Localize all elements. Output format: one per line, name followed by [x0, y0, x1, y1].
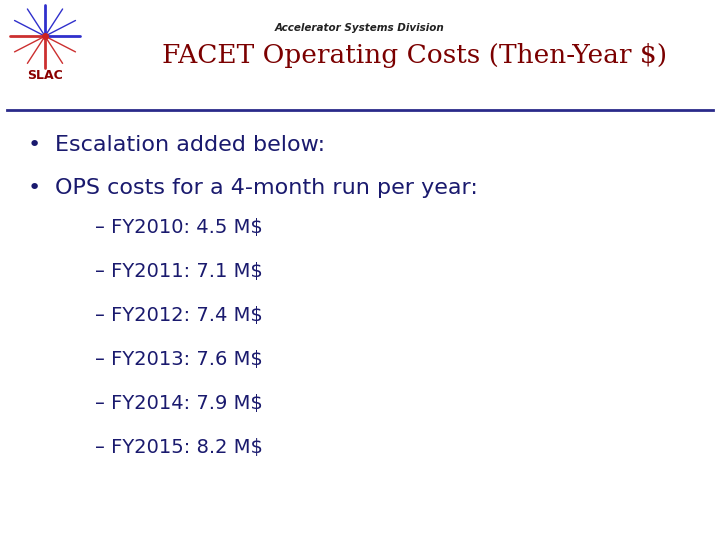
Text: •: •	[28, 178, 41, 198]
Text: – FY2013: 7.6 M$: – FY2013: 7.6 M$	[95, 350, 263, 369]
Text: OPS costs for a 4-month run per year:: OPS costs for a 4-month run per year:	[55, 178, 478, 198]
Text: – FY2012: 7.4 M$: – FY2012: 7.4 M$	[95, 306, 263, 325]
Text: – FY2011: 7.1 M$: – FY2011: 7.1 M$	[95, 262, 263, 281]
Text: Escalation added below:: Escalation added below:	[55, 135, 325, 155]
Text: – FY2014: 7.9 M$: – FY2014: 7.9 M$	[95, 394, 263, 413]
Text: FACET Operating Costs (Then-Year $): FACET Operating Costs (Then-Year $)	[163, 43, 667, 68]
Text: •: •	[28, 135, 41, 155]
Text: Accelerator Systems Division: Accelerator Systems Division	[275, 23, 445, 33]
Text: – FY2015: 8.2 M$: – FY2015: 8.2 M$	[95, 438, 263, 457]
Text: – FY2010: 4.5 M$: – FY2010: 4.5 M$	[95, 218, 263, 237]
Text: SLAC: SLAC	[27, 70, 63, 83]
